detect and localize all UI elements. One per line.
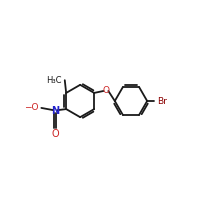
Text: −O: −O bbox=[24, 103, 39, 112]
Text: O: O bbox=[51, 129, 59, 139]
Text: N: N bbox=[51, 106, 59, 116]
Text: Br: Br bbox=[157, 97, 167, 106]
Text: H₃C: H₃C bbox=[46, 76, 62, 85]
Text: O: O bbox=[102, 86, 109, 95]
